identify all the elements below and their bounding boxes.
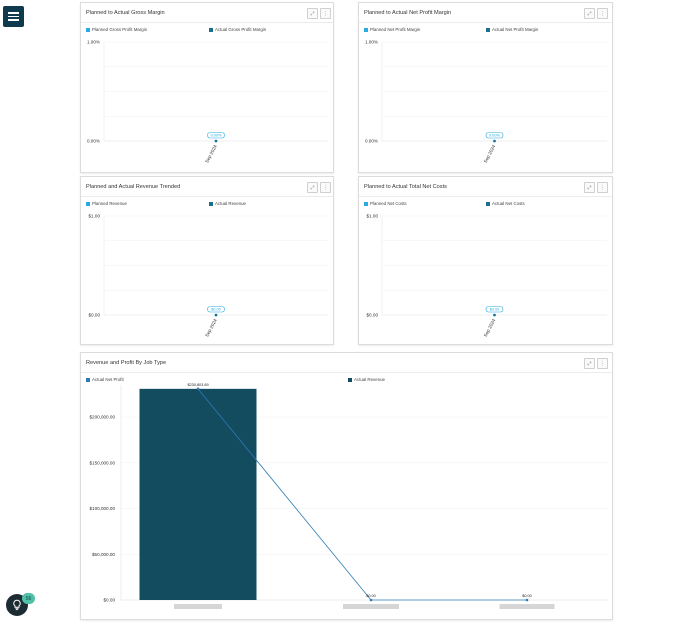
more-vertical-icon[interactable]: ⋮: [320, 182, 331, 193]
y-tick-label: $50,000.00: [92, 552, 115, 557]
card-title: Planned to Actual Gross Margin: [86, 10, 165, 16]
y-tick-label: 0.00%: [87, 139, 100, 144]
x-tick-label: Sep 2024: [483, 144, 497, 164]
y-tick-label: 0.00%: [365, 139, 378, 144]
data-label: $0.00: [366, 594, 376, 598]
y-tick-label: 1.00%: [365, 40, 378, 45]
divider: [359, 22, 612, 23]
card-title: Planned to Actual Net Profit Margin: [364, 10, 452, 16]
bar-revenue: [139, 388, 257, 600]
y-tick-label: $0.00: [367, 313, 379, 318]
revenue-profit-by-job-type-card: Revenue and Profit By Job Type ⤢ ⋮ Actua…: [80, 352, 613, 620]
y-tick-label: $150,000.00: [89, 460, 115, 465]
legend-label: Planned Gross Profit Margin: [92, 27, 148, 32]
divider: [359, 196, 612, 197]
more-vertical-icon[interactable]: ⋮: [597, 182, 608, 193]
data-label: $230,803.89: [187, 383, 208, 387]
data-point-actual: [214, 313, 218, 317]
divider: [81, 372, 612, 373]
gross-margin-card: Planned to Actual Gross Margin ⤢ ⋮ Plann…: [80, 2, 334, 173]
legend-item-actual[interactable]: Actual Gross Profit Margin: [209, 27, 266, 32]
y-tick-label: $100,000.00: [89, 506, 115, 511]
divider: [81, 22, 333, 23]
legend-label: Actual Gross Profit Margin: [215, 27, 267, 32]
legend-item-planned[interactable]: Planned Net Profit Margin: [364, 27, 420, 32]
card-title: Revenue and Profit By Job Type: [86, 360, 167, 366]
legend-item-planned[interactable]: Planned Net Costs: [364, 201, 407, 206]
data-label-box: [485, 306, 504, 313]
expand-icon[interactable]: ⤢: [584, 8, 595, 19]
hamburger-menu-icon[interactable]: [3, 6, 24, 27]
notification-badge: 56: [22, 593, 35, 604]
chart-area: 1.00% 0.00% Sep 2024 0.00%: [87, 40, 328, 164]
data-label: $0.00: [522, 594, 532, 598]
x-tick-label: Sep 2024: [204, 144, 218, 164]
legend-label: Actual Net Profit Margin: [492, 27, 539, 32]
legend-item-actual[interactable]: Actual Net Profit Margin: [486, 27, 538, 32]
data-point-net-profit: [196, 387, 200, 391]
more-vertical-icon[interactable]: ⋮: [320, 8, 331, 19]
category-label-placeholder: [343, 604, 399, 609]
legend-item-net-profit[interactable]: Actual Net Profit: [86, 377, 124, 382]
expand-icon[interactable]: ⤢: [307, 182, 318, 193]
x-tick-label: Sep 2024: [483, 318, 497, 338]
y-tick-label: 1.00%: [87, 40, 100, 45]
data-label-box: [485, 132, 504, 139]
data-point-actual: [214, 139, 218, 143]
data-label-box: [207, 306, 225, 313]
card-title: Planned and Actual Revenue Trended: [86, 184, 181, 190]
chart-area: 1.00% 0.00% Sep 2024 0.00%: [365, 40, 607, 164]
chart-area: $1.00 $0.00 Sep 2024 $0.00: [89, 214, 328, 338]
data-label: $0.00: [490, 307, 500, 311]
legend-item-planned[interactable]: Planned Gross Profit Margin: [86, 27, 147, 32]
data-point-actual: [493, 139, 496, 143]
data-point-actual: [493, 313, 496, 317]
category-label-placeholder: [499, 604, 555, 609]
legend-label: Planned Revenue: [92, 201, 127, 206]
y-tick-label: $0.00: [89, 313, 101, 318]
divider: [81, 196, 333, 197]
expand-icon[interactable]: ⤢: [307, 8, 318, 19]
legend-item-planned[interactable]: Planned Revenue: [86, 201, 127, 206]
legend-item-actual[interactable]: Actual Revenue: [209, 201, 246, 206]
chart-area: $200,000.00 $150,000.00 $100,000.00 $50,000…: [89, 383, 608, 609]
data-label: $0.00: [211, 307, 221, 311]
expand-icon[interactable]: ⤢: [584, 182, 595, 193]
y-tick-label: $0.00: [104, 598, 116, 603]
legend-label: Actual Revenue: [215, 201, 246, 206]
legend-label: Actual Revenue: [354, 377, 385, 382]
legend-item-actual[interactable]: Actual Net Costs: [486, 201, 525, 206]
legend-label: Planned Net Profit Margin: [370, 27, 421, 32]
data-label: 0.00%: [211, 133, 222, 137]
data-point-net-profit: [369, 598, 373, 602]
chart-area: $1.00 $0.00 Sep 2024 $0.00: [367, 214, 607, 338]
legend-label: Actual Net Costs: [492, 201, 525, 206]
category-label-placeholder: [174, 604, 222, 609]
more-vertical-icon[interactable]: ⋮: [597, 358, 608, 369]
net-costs-card: Planned to Actual Total Net Costs ⤢ ⋮ Pl…: [358, 176, 613, 345]
legend-item-revenue[interactable]: Actual Revenue: [348, 377, 385, 382]
card-title: Planned to Actual Total Net Costs: [364, 184, 447, 190]
y-tick-label: $200,000.00: [89, 415, 115, 420]
revenue-trended-card: Planned and Actual Revenue Trended ⤢ ⋮ P…: [80, 176, 334, 345]
expand-icon[interactable]: ⤢: [584, 358, 595, 369]
y-tick-label: $1.00: [89, 214, 101, 219]
more-vertical-icon[interactable]: ⋮: [597, 8, 608, 19]
data-point-net-profit: [525, 598, 529, 602]
y-tick-label: $1.00: [367, 214, 379, 219]
legend-label: Actual Net Profit: [92, 377, 124, 382]
data-label: 0.00%: [489, 133, 500, 137]
legend-label: Planned Net Costs: [370, 201, 407, 206]
x-tick-label: Sep 2024: [204, 318, 218, 338]
data-label-box: [207, 132, 225, 139]
net-profit-margin-card: Planned to Actual Net Profit Margin ⤢ ⋮ …: [358, 2, 613, 173]
